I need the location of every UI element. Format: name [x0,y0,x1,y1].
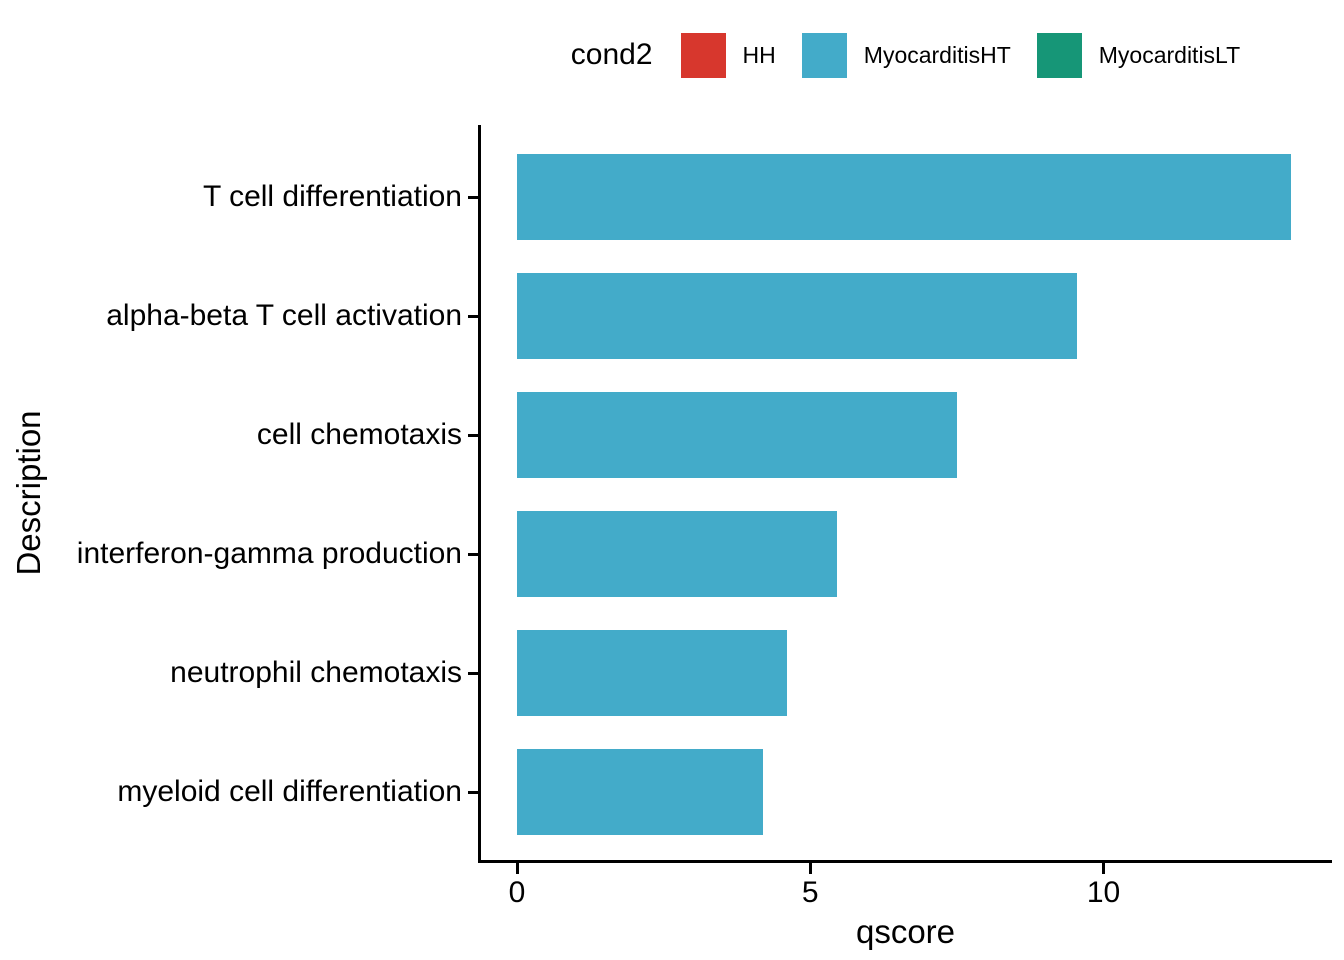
legend-item-label: MyocarditisHT [863,41,1011,68]
x-axis-tick [808,863,812,874]
y-tick-label: cell chemotaxis [256,418,462,451]
y-axis-title: Description [10,410,47,576]
y-axis-tick [468,433,479,437]
bar [517,392,957,478]
legend-item-label: MyocarditisLT [1098,41,1241,68]
x-axis-line [478,860,1332,863]
bar [517,749,763,835]
y-tick-label: neutrophil chemotaxis [170,656,462,689]
x-tick-label: 0 [508,876,526,909]
bar [517,154,1291,240]
legend-swatch-icon [1036,32,1082,78]
legend-item: MyocarditisHT [801,32,1011,78]
legend-item-label: HH [742,41,776,68]
y-axis-tick [468,314,479,318]
x-axis-tick [515,863,519,874]
x-tick-label: 5 [801,876,819,909]
y-tick-label: T cell differentiation [202,180,462,213]
bar [517,511,837,597]
bar [517,273,1077,359]
y-axis-tick [468,790,479,794]
legend-title: cond2 [570,38,653,71]
legend-item: HH [680,32,776,78]
bar [517,630,787,716]
legend-swatch-icon [680,32,726,78]
x-tick-label: 10 [1086,876,1121,909]
legend-swatch-icon [801,32,847,78]
y-axis-tick [468,195,479,199]
y-axis-tick [468,671,479,675]
x-axis-tick [1102,863,1105,874]
legend-item: MyocarditisLT [1036,32,1241,78]
y-axis-tick [468,552,479,556]
legend: cond2 HH MyocarditisHT MyocarditisLT [479,32,1332,78]
y-tick-label: myeloid cell differentiation [117,775,462,808]
x-axis-title: qscore [855,913,956,950]
y-tick-label: alpha-beta T cell activation [106,299,462,332]
y-tick-label: interferon-gamma production [76,537,462,570]
y-axis-line [478,125,481,863]
